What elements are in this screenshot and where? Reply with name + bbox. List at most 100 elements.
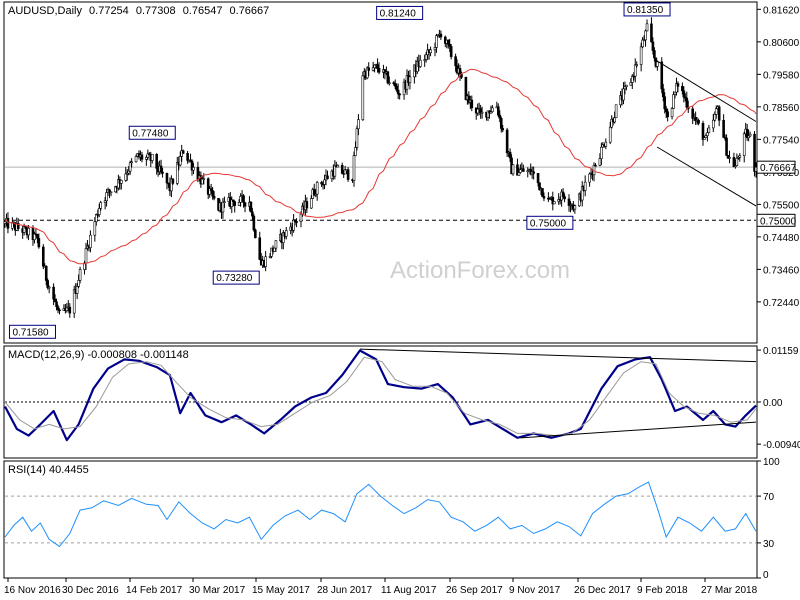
candle-body	[653, 50, 656, 59]
candle-body	[480, 111, 484, 114]
candle-body	[663, 96, 667, 110]
candle-body	[309, 198, 313, 209]
candle-body	[377, 67, 381, 73]
candle-body	[393, 83, 397, 87]
candle-body	[439, 33, 443, 38]
candle-body	[704, 135, 708, 139]
date-tick-label: 27 Mar 2018	[701, 585, 758, 596]
candle-body	[676, 83, 680, 87]
candle-body	[22, 226, 26, 233]
candle-body	[264, 256, 267, 267]
candle-body	[701, 122, 705, 140]
candle-body	[120, 179, 123, 184]
candle-body	[237, 201, 241, 206]
candle-body	[681, 85, 684, 92]
candle-body	[454, 56, 457, 67]
candle-body	[429, 49, 432, 54]
rsi-y-tick-label: 70	[763, 492, 775, 503]
candle-body	[211, 190, 214, 197]
candle-body	[614, 104, 618, 119]
candle-body	[16, 223, 20, 229]
price-level-box	[756, 213, 796, 227]
watermark-text: ActionForex.com	[390, 257, 570, 284]
candle-body	[501, 128, 505, 131]
candle-body	[108, 189, 111, 193]
candle-body	[625, 84, 628, 88]
date-tick-label: 15 May 2017	[252, 585, 310, 596]
candle-body	[150, 153, 154, 161]
candle-body	[175, 162, 179, 184]
price-annotation-box	[623, 2, 671, 17]
candle-body	[233, 201, 237, 206]
candle-body	[221, 201, 225, 213]
candle-body	[252, 215, 256, 231]
candle-body	[594, 164, 597, 167]
candle-body	[171, 178, 175, 184]
price-y-tick-label: 0.73460	[763, 265, 800, 276]
candle-body	[376, 64, 379, 69]
candle-body	[563, 196, 566, 200]
candle-body	[742, 133, 746, 156]
candle-body	[178, 156, 182, 166]
candle-body	[134, 156, 138, 163]
candle-body	[600, 146, 603, 159]
candle-body	[656, 61, 659, 67]
price-annotation-box	[212, 270, 260, 285]
date-tick-label: 9 Feb 2018	[637, 585, 688, 596]
candle-body	[33, 233, 36, 241]
candle-body	[6, 218, 10, 229]
candle-body	[346, 169, 350, 180]
candle-body	[254, 229, 257, 239]
candle-body	[68, 306, 72, 314]
date-tick-label: 11 Aug 2017	[381, 585, 437, 596]
date-tick-label: 26 Dec 2017	[574, 585, 631, 596]
candle-body	[36, 234, 39, 239]
channel-line-lower	[656, 146, 757, 207]
price-annotation-label: 0.71580	[12, 327, 49, 338]
candle-body	[223, 201, 226, 203]
candle-body	[299, 213, 303, 222]
candle-body	[650, 23, 653, 43]
macd-trend-line-2	[520, 421, 757, 439]
candle-body	[491, 107, 494, 112]
price-annotation-label: 0.81240	[380, 8, 417, 19]
candle-body	[41, 246, 45, 267]
price-y-tick-label: 0.81620	[763, 5, 800, 16]
price-level-label: 0.76667	[760, 163, 797, 174]
candle-body	[497, 106, 500, 116]
candle-body	[388, 82, 391, 84]
candle-body	[583, 181, 587, 191]
candle-body	[53, 298, 57, 303]
candle-body	[722, 119, 725, 138]
candle-body	[46, 280, 50, 288]
candle-body	[641, 39, 644, 48]
candle-body	[536, 173, 540, 184]
date-tick-label: 9 Nov 2017	[509, 585, 561, 596]
candle-body	[685, 97, 689, 108]
candle-body	[56, 306, 60, 311]
candle-body	[435, 35, 438, 48]
candle-body	[84, 248, 88, 264]
price-y-tick-label: 0.75500	[763, 200, 800, 211]
candle-body	[105, 192, 108, 202]
date-tick-label: 26 Sep 2017	[446, 585, 503, 596]
candle-body	[551, 197, 555, 205]
candle-body	[323, 179, 326, 185]
price-title-symbol: AUDUSD,Daily	[8, 5, 82, 17]
candle-body	[498, 114, 502, 119]
price-y-tick-label: 0.74480	[763, 233, 800, 244]
candle-body	[522, 168, 525, 172]
candle-body	[517, 172, 521, 176]
candle-body	[424, 54, 428, 60]
candle-body	[458, 68, 462, 75]
candle-body	[645, 23, 649, 32]
candle-body	[532, 171, 535, 174]
candle-body	[448, 43, 452, 47]
candle-body	[561, 191, 565, 197]
candle-body	[251, 211, 254, 217]
candle-body	[284, 230, 288, 237]
candle-body	[202, 178, 206, 181]
candle-body	[433, 47, 437, 51]
candle-body	[305, 201, 309, 209]
candle-body	[47, 286, 51, 289]
